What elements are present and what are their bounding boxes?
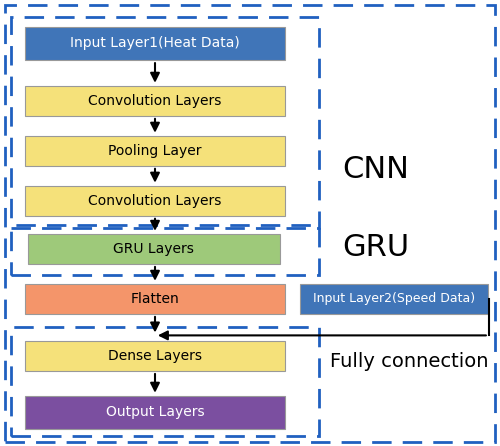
Text: Convolution Layers: Convolution Layers [88,94,222,108]
FancyBboxPatch shape [25,396,285,429]
FancyBboxPatch shape [25,86,285,116]
Text: Pooling Layer: Pooling Layer [108,144,202,158]
Text: Dense Layers: Dense Layers [108,349,202,363]
FancyBboxPatch shape [25,341,285,371]
Text: Fully connection: Fully connection [330,352,488,371]
FancyBboxPatch shape [28,234,280,264]
Text: Output Layers: Output Layers [106,405,204,419]
FancyBboxPatch shape [300,284,488,314]
FancyBboxPatch shape [25,186,285,216]
Text: CNN: CNN [342,155,409,184]
Text: Input Layer1(Heat Data): Input Layer1(Heat Data) [70,37,240,50]
FancyBboxPatch shape [25,284,285,314]
Text: Convolution Layers: Convolution Layers [88,194,222,208]
Text: GRU Layers: GRU Layers [114,242,194,256]
Text: GRU: GRU [342,233,409,262]
Text: Flatten: Flatten [130,292,180,306]
Text: Input Layer2(Speed Data): Input Layer2(Speed Data) [312,292,475,306]
FancyBboxPatch shape [25,136,285,166]
FancyBboxPatch shape [25,27,285,60]
